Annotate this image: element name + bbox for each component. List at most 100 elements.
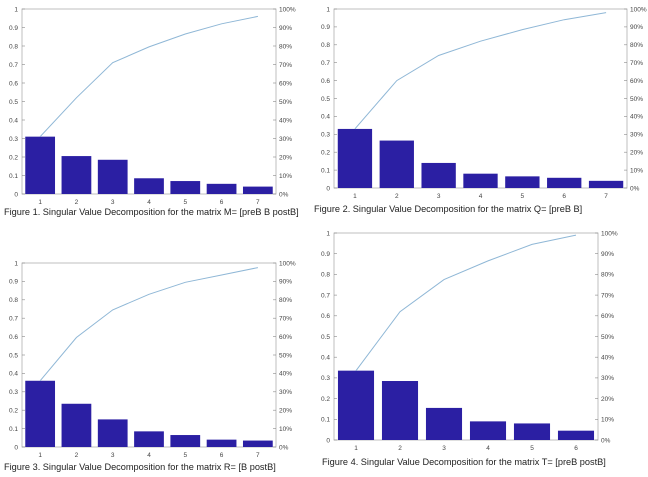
chart-2-y2-tick-label: 0% bbox=[630, 185, 640, 192]
chart-3-x-tick-label: 5 bbox=[183, 452, 187, 459]
chart-3-y-tick-label: 0.4 bbox=[9, 371, 18, 378]
chart-panel-2: 0 0.1 0.2 0.3 0.4 0.5 0.6 0.7 0.8 0.9 1 0% 10% 20% 30%… bbox=[312, 0, 648, 225]
chart-1-bar bbox=[242, 186, 273, 194]
chart-2-svg: 00.10.20.30.40.50.60.70.80.910%10%20%30%… bbox=[321, 6, 647, 200]
chart-2-bar bbox=[421, 162, 456, 188]
chart-1-y2-tick-label: 30% bbox=[279, 136, 292, 143]
chart-1-y2-tick-label: 50% bbox=[279, 99, 292, 106]
chart-2-y-tick-label: 0.3 bbox=[321, 132, 330, 139]
chart-4-y-tick-label: 0.3 bbox=[321, 375, 330, 382]
chart-1-y-tick-label: 0.1 bbox=[9, 173, 18, 180]
chart-3-bar bbox=[97, 419, 128, 447]
chart-1-plot-frame bbox=[21, 8, 277, 195]
chart-4-y2-tick-label: 10% bbox=[601, 417, 614, 424]
chart-panel-1: 0 0.1 0.2 0.3 0.4 0.5 0.6 0.7 0.8 0.9 1 0% 10% 20% 30%… bbox=[0, 0, 300, 225]
chart-2-y-tick-label: 0.7 bbox=[321, 60, 330, 67]
chart-1-y2-tick-label: 100% bbox=[279, 6, 296, 13]
chart-3-bar bbox=[206, 439, 237, 447]
chart-2-x-tick-label: 4 bbox=[479, 193, 483, 200]
chart-1-x-tick-label: 1 bbox=[38, 199, 42, 206]
chart-2-cumulative-line bbox=[354, 12, 607, 130]
chart-1-y2-tick-label: 90% bbox=[279, 25, 292, 32]
chart-4-cumulative-line bbox=[355, 234, 577, 371]
chart-2-bar bbox=[463, 173, 498, 188]
chart-3-y2-tick-label: 40% bbox=[279, 371, 292, 378]
chart-4-y-tick-label: 0.8 bbox=[321, 272, 330, 279]
chart-4-y-tick-label: 0.1 bbox=[321, 417, 330, 424]
chart-2-y-tick-label: 0 bbox=[326, 185, 330, 192]
chart-3-y2-tick-label: 70% bbox=[279, 316, 292, 323]
chart-1-y2-tick-label: 80% bbox=[279, 43, 292, 50]
chart-4-x-tick-label: 2 bbox=[398, 445, 402, 452]
chart-4-x-tick-label: 3 bbox=[442, 445, 446, 452]
chart-1-y-tick-label: 0.8 bbox=[9, 43, 18, 50]
chart-3-y-tick-label: 0.1 bbox=[9, 426, 18, 433]
chart-4-x-tick-label: 6 bbox=[574, 445, 578, 452]
chart-4-svg: 00.10.20.30.40.50.60.70.80.910%10%20%30%… bbox=[321, 230, 618, 452]
chart-2-caption: Figure 2. Singular Value Decomposition f… bbox=[314, 204, 583, 214]
chart-4-y2-tick-label: 30% bbox=[601, 375, 614, 382]
chart-1-caption: Figure 1. Singular Value Decomposition f… bbox=[4, 207, 299, 217]
chart-3-x-tick-label: 7 bbox=[256, 452, 260, 459]
chart-3-bar bbox=[61, 403, 92, 447]
chart-3-plot-frame bbox=[21, 262, 277, 448]
chart-1-svg: 00.10.20.30.40.50.60.70.80.910%10%20%30%… bbox=[9, 6, 296, 206]
chart-3-x-tick-label: 4 bbox=[147, 452, 151, 459]
chart-2-plot-frame bbox=[333, 8, 628, 189]
chart-1-y2-tick-label: 70% bbox=[279, 62, 292, 69]
chart-4-caption: Figure 4. Singular Value Decomposition f… bbox=[322, 457, 606, 467]
chart-3-y2-tick-label: 10% bbox=[279, 426, 292, 433]
chart-1-x-tick-label: 3 bbox=[111, 199, 115, 206]
chart-1-y-tick-label: 0 bbox=[14, 191, 18, 198]
chart-4-bar bbox=[513, 423, 551, 440]
chart-3-bar bbox=[25, 380, 56, 447]
chart-1-bar bbox=[25, 136, 56, 194]
chart-2-bar bbox=[337, 128, 373, 188]
chart-2-y2-tick-label: 90% bbox=[630, 24, 643, 31]
chart-4-y-tick-label: 0 bbox=[326, 437, 330, 444]
chart-4-y-tick-label: 0.4 bbox=[321, 355, 330, 362]
chart-1-y2-tick-label: 40% bbox=[279, 117, 292, 124]
chart-2-y2-tick-label: 30% bbox=[630, 132, 643, 139]
chart-2-y-tick-label: 0.8 bbox=[321, 42, 330, 49]
chart-1-y2-tick-label: 0% bbox=[279, 191, 289, 198]
chart-4-y2-tick-label: 40% bbox=[601, 355, 614, 362]
chart-2-y2-tick-label: 80% bbox=[630, 42, 643, 49]
chart-2-y2-tick-label: 40% bbox=[630, 114, 643, 121]
chart-4-bar bbox=[425, 407, 463, 440]
chart-1-y2-tick-label: 60% bbox=[279, 80, 292, 87]
chart-1-x-tick-label: 5 bbox=[183, 199, 187, 206]
chart-2-y2-tick-label: 50% bbox=[630, 96, 643, 103]
chart-1-y-tick-label: 1 bbox=[14, 6, 18, 13]
chart-3-bar bbox=[170, 435, 201, 447]
chart-4-y2-tick-label: 80% bbox=[601, 272, 614, 279]
chart-1-x-tick-label: 6 bbox=[220, 199, 224, 206]
chart-panel-3: 0 0.1 0.2 0.3 0.4 0.5 0.6 0.7 0.8 0.9 1 0% 10% 20% 30%… bbox=[0, 252, 300, 477]
chart-2-bar bbox=[505, 176, 540, 188]
chart-4-y-tick-label: 0.7 bbox=[321, 292, 330, 299]
chart-4-y2-tick-label: 90% bbox=[601, 251, 614, 258]
chart-4-y-tick-label: 1 bbox=[326, 230, 330, 237]
chart-1-x-tick-label: 7 bbox=[256, 199, 260, 206]
chart-4-bar bbox=[337, 370, 375, 440]
chart-3-y2-tick-label: 80% bbox=[279, 297, 292, 304]
chart-3-y-tick-label: 0.9 bbox=[9, 279, 18, 286]
chart-1-y-tick-label: 0.2 bbox=[9, 154, 18, 161]
chart-1-bar bbox=[97, 159, 128, 194]
chart-1-cumulative-line bbox=[39, 15, 258, 138]
chart-4-y2-tick-label: 0% bbox=[601, 437, 611, 444]
chart-2-y-tick-label: 0.5 bbox=[321, 96, 330, 103]
chart-2-x-tick-label: 3 bbox=[437, 193, 441, 200]
chart-1-bar bbox=[170, 181, 201, 194]
chart-3-caption: Figure 3. Singular Value Decomposition f… bbox=[4, 462, 276, 472]
chart-4-y-tick-label: 0.2 bbox=[321, 396, 330, 403]
chart-4-bar bbox=[469, 421, 507, 440]
chart-3-y2-tick-label: 20% bbox=[279, 408, 292, 415]
chart-4-y-tick-label: 0.5 bbox=[321, 334, 330, 341]
chart-1-y2-tick-label: 10% bbox=[279, 173, 292, 180]
chart-4-y2-tick-label: 70% bbox=[601, 292, 614, 299]
chart-2-y-tick-label: 0.1 bbox=[321, 167, 330, 174]
chart-3-y2-tick-label: 0% bbox=[279, 444, 289, 451]
chart-3-y-tick-label: 0.2 bbox=[9, 408, 18, 415]
chart-4-y2-tick-label: 20% bbox=[601, 396, 614, 403]
